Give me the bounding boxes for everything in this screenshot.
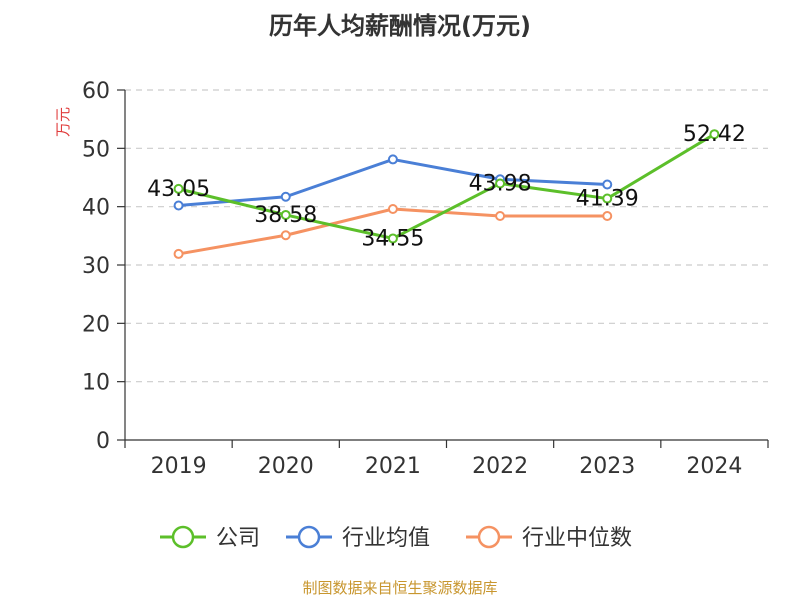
- y-tick-label: 60: [82, 79, 110, 104]
- series-point-0: [602, 193, 613, 204]
- y-tick-label: 0: [96, 429, 110, 454]
- series-point-0: [495, 178, 506, 189]
- y-tick-label: 50: [82, 137, 110, 162]
- series-point-1: [387, 154, 398, 165]
- series-point-2: [495, 211, 506, 221]
- y-tick-label: 20: [82, 312, 110, 337]
- data-label: 38.58: [254, 203, 317, 228]
- series-point-0: [173, 183, 184, 194]
- legend-marker: [297, 525, 321, 549]
- legend-item-2[interactable]: 行业中位数: [466, 525, 632, 551]
- data-label: 43.98: [469, 171, 532, 196]
- series-point-2: [173, 248, 184, 259]
- series-point-1: [173, 200, 184, 211]
- legend-item-1[interactable]: 行业均值: [286, 525, 430, 551]
- legend-label: 行业中位数: [522, 526, 632, 551]
- x-tick-label: 2019: [151, 454, 207, 479]
- legend-label: 行业均值: [342, 526, 430, 551]
- series-line-0: [178, 132, 716, 240]
- legend-marker: [171, 525, 195, 549]
- data-label: 41.39: [576, 187, 639, 212]
- grid: [125, 89, 768, 383]
- x-tick-label: 2024: [686, 454, 742, 479]
- legend-marker: [477, 525, 501, 549]
- x-tick-label: 2021: [365, 454, 421, 479]
- legend-label: 公司: [216, 526, 260, 551]
- data-labels: 43.05 38.58 34.55 43.98 41.39 52.42: [147, 122, 746, 251]
- source-note: 制图数据来自恒生聚源数据库: [302, 579, 497, 597]
- series-point-0: [280, 209, 291, 220]
- x-tick-label: 2022: [472, 454, 528, 479]
- axes: 0 10 20 30 40 50 60 2019 2020 2021 2022 2023 2024: [82, 79, 769, 479]
- data-label: 34.55: [361, 226, 424, 251]
- series-line-1: [178, 157, 608, 207]
- series-point-0: [387, 233, 398, 244]
- data-label: 43.05: [147, 177, 210, 202]
- y-axis-unit: 万元: [54, 107, 72, 137]
- series-point-2: [280, 230, 291, 241]
- series-point-1: [602, 179, 613, 190]
- series-point-1: [280, 191, 291, 202]
- data-label: 52.42: [683, 122, 746, 147]
- series-point-2: [602, 211, 613, 221]
- y-tick-label: 10: [82, 371, 110, 396]
- legend[interactable]: 公司 行业均值 行业中位数: [160, 525, 632, 551]
- x-tick-label: 2020: [258, 454, 314, 479]
- x-tick-label: 2023: [579, 454, 635, 479]
- series-point-2: [387, 204, 398, 214]
- y-tick-label: 30: [82, 254, 110, 279]
- y-tick-label: 40: [82, 196, 110, 221]
- series-point-0: [709, 129, 720, 140]
- legend-item-0[interactable]: 公司: [160, 525, 260, 551]
- series-layer: [173, 129, 720, 259]
- chart-title: 历年人均薪酬情况(万元): [269, 12, 531, 40]
